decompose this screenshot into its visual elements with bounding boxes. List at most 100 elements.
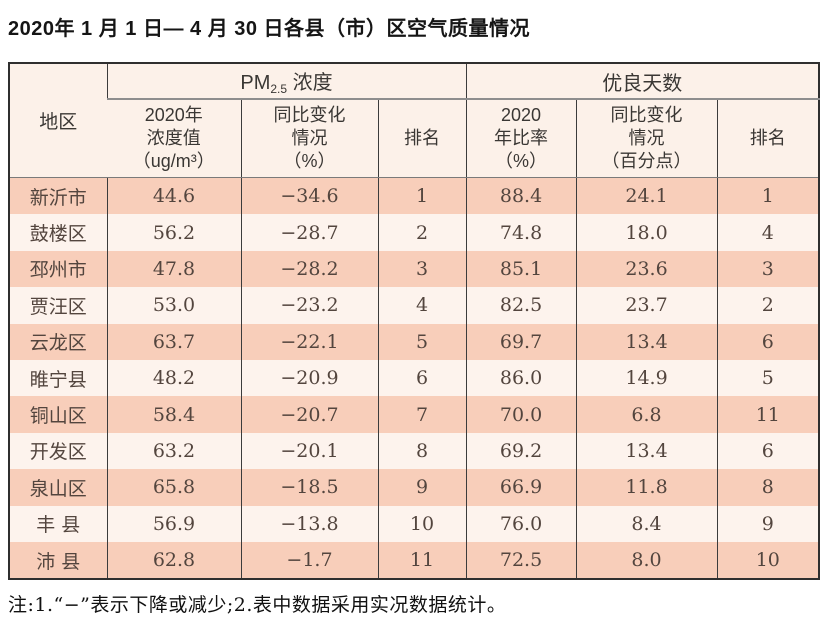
page-title: 2020年 1 月 1 日— 4 月 30 日各县（市）区空气质量情况	[8, 18, 531, 40]
cell-region: 新沂市	[9, 177, 107, 215]
cell-good-ratio: 69.7	[465, 323, 577, 360]
cell-region: 铜山区	[9, 396, 107, 433]
header-good-rank: 排名	[716, 99, 820, 178]
cell-pm-rank: 3	[377, 250, 467, 288]
cell-region: 鼓楼区	[9, 214, 107, 251]
cell-pm-change: −13.8	[240, 505, 378, 542]
cell-pm-rank: 6	[377, 359, 467, 397]
cell-good-ratio: 86.0	[465, 359, 577, 397]
cell-good-rank: 6	[716, 323, 820, 360]
cell-region: 睢宁县	[9, 359, 107, 397]
table-row: 云龙区 63.7 −22.1 5 69.7 13.4 6	[9, 323, 820, 360]
header-sub-row: 2020年 浓度值 （ug/m³） 同比变化 情况 （%） 排名 2020 年比…	[9, 99, 820, 178]
cell-region: 丰 县	[9, 505, 107, 542]
cell-good-rank: 6	[716, 432, 820, 470]
table-row: 开发区 63.2 −20.1 8 69.2 13.4 6	[9, 432, 820, 470]
cell-pm-rank: 11	[377, 541, 467, 580]
cell-pm-change: −22.1	[240, 323, 378, 360]
table-row: 泉山区 65.8 −18.5 9 66.9 11.8 8	[9, 469, 820, 506]
cell-pm-change: −20.9	[240, 359, 378, 397]
cell-pm-change: −20.1	[240, 432, 378, 470]
cell-good-change: 8.0	[575, 541, 718, 580]
cell-region: 沛 县	[9, 541, 107, 580]
cell-region: 开发区	[9, 432, 107, 470]
cell-good-rank: 2	[716, 287, 820, 324]
cell-good-ratio: 74.8	[465, 214, 577, 251]
cell-pm-change: −34.6	[240, 177, 378, 215]
cell-good-change: 18.0	[575, 214, 718, 251]
table-row: 鼓楼区 56.2 −28.7 2 74.8 18.0 4	[9, 214, 820, 251]
cell-pm-value: 44.6	[106, 177, 241, 215]
cell-pm-rank: 2	[377, 214, 467, 251]
header-pm-rank: 排名	[377, 99, 467, 178]
cell-good-rank: 5	[716, 359, 820, 397]
table-row: 新沂市 44.6 −34.6 1 88.4 24.1 1	[9, 177, 820, 215]
cell-pm-value: 63.7	[106, 323, 241, 360]
cell-good-ratio: 72.5	[465, 541, 577, 580]
header-region: 地区	[9, 63, 107, 178]
table-row: 睢宁县 48.2 −20.9 6 86.0 14.9 5	[9, 359, 820, 397]
table-row: 丰 县 56.9 −13.8 10 76.0 8.4 9	[9, 505, 820, 542]
cell-pm-rank: 5	[377, 323, 467, 360]
cell-pm-change: −18.5	[240, 469, 378, 506]
cell-pm-value: 58.4	[106, 396, 241, 433]
table-row: 铜山区 58.4 −20.7 7 70.0 6.8 11	[9, 396, 820, 433]
cell-region: 云龙区	[9, 323, 107, 360]
header-good-change: 同比变化 情况 （百分点）	[575, 99, 718, 178]
pm-subscript: 2.5	[270, 82, 288, 96]
cell-good-change: 23.7	[575, 287, 718, 324]
table-row: 沛 县 62.8 −1.7 11 72.5 8.0 10	[9, 541, 820, 580]
cell-pm-change: −1.7	[240, 541, 378, 580]
cell-good-rank: 1	[716, 177, 820, 215]
cell-region: 泉山区	[9, 469, 107, 506]
cell-pm-rank: 4	[377, 287, 467, 324]
table-row: 贾汪区 53.0 −23.2 4 82.5 23.7 2	[9, 287, 820, 324]
cell-pm-value: 56.9	[106, 505, 241, 542]
cell-pm-rank: 1	[377, 177, 467, 215]
cell-good-ratio: 82.5	[465, 287, 577, 324]
pm-label-rest: 浓度	[287, 72, 333, 94]
footnote: 注:1.“−”表示下降或减少;2.表中数据采用实况数据统计。	[8, 594, 507, 616]
header-good-days-group: 优良天数	[465, 63, 820, 100]
cell-pm-rank: 7	[377, 396, 467, 433]
cell-good-change: 6.8	[575, 396, 718, 433]
cell-pm-value: 62.8	[106, 541, 241, 580]
cell-good-ratio: 88.4	[465, 177, 577, 215]
cell-pm-value: 53.0	[106, 287, 241, 324]
cell-region: 贾汪区	[9, 287, 107, 324]
cell-good-change: 13.4	[575, 432, 718, 470]
cell-good-change: 8.4	[575, 505, 718, 542]
cell-good-change: 23.6	[575, 250, 718, 288]
cell-good-change: 24.1	[575, 177, 718, 215]
cell-good-ratio: 76.0	[465, 505, 577, 542]
header-good-ratio: 2020 年比率 （%）	[465, 99, 577, 178]
cell-good-rank: 11	[716, 396, 820, 433]
cell-good-ratio: 85.1	[465, 250, 577, 288]
table-header: 地区 PM2.5 浓度 优良天数 2020年 浓度值 （ug/m³） 同比变化 …	[9, 63, 820, 178]
cell-region: 邳州市	[9, 250, 107, 288]
cell-good-ratio: 69.2	[465, 432, 577, 470]
cell-pm-value: 63.2	[106, 432, 241, 470]
cell-good-rank: 4	[716, 214, 820, 251]
cell-good-change: 14.9	[575, 359, 718, 397]
cell-good-change: 13.4	[575, 323, 718, 360]
cell-pm-change: −23.2	[240, 287, 378, 324]
header-pm-group: PM2.5 浓度	[106, 63, 467, 100]
header-group-row: 地区 PM2.5 浓度 优良天数	[9, 63, 820, 178]
cell-good-rank: 8	[716, 469, 820, 506]
air-quality-table: 地区 PM2.5 浓度 优良天数 2020年 浓度值 （ug/m³） 同比变化 …	[8, 62, 821, 581]
cell-good-rank: 3	[716, 250, 820, 288]
cell-pm-value: 65.8	[106, 469, 241, 506]
cell-pm-change: −20.7	[240, 396, 378, 433]
cell-pm-value: 48.2	[106, 359, 241, 397]
cell-pm-rank: 8	[377, 432, 467, 470]
cell-good-rank: 9	[716, 505, 820, 542]
pm-label: PM	[240, 72, 271, 94]
cell-pm-change: −28.7	[240, 214, 378, 251]
cell-pm-value: 47.8	[106, 250, 241, 288]
header-pm-value: 2020年 浓度值 （ug/m³）	[107, 99, 241, 178]
cell-good-ratio: 66.9	[465, 469, 577, 506]
cell-pm-change: −28.2	[240, 250, 378, 288]
cell-pm-rank: 10	[377, 505, 467, 542]
